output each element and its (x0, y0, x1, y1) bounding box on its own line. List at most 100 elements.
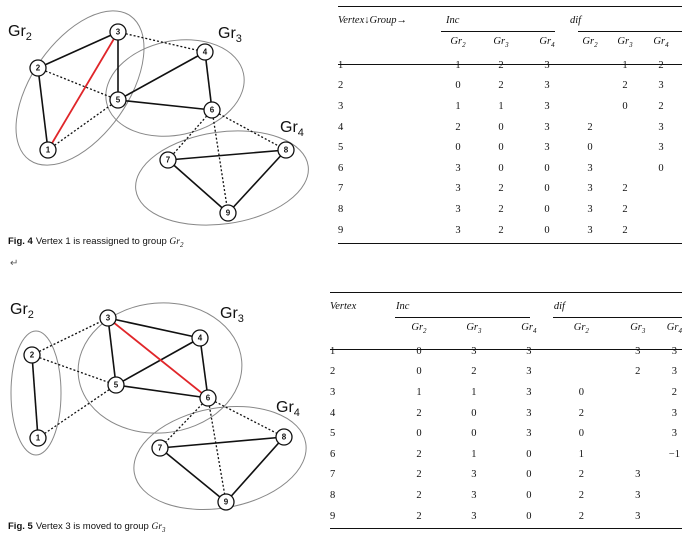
value-cell: 2 (658, 100, 664, 112)
node-8: 8 (275, 428, 293, 446)
value-cell (570, 55, 610, 76)
value-cell: 3 (471, 489, 477, 501)
value-cell: 0 (416, 366, 422, 378)
sub-header-cell: Gr2 (582, 36, 598, 50)
value-cell: 1 (578, 448, 584, 460)
table-2-inc-rule (395, 317, 530, 318)
svg-text:8: 8 (282, 433, 287, 442)
value-cell: 0 (544, 224, 550, 236)
value-cell: 3 (471, 469, 477, 481)
value-cell: 1 (622, 59, 628, 71)
table-row: 6 2 1 0 1 −1 (330, 444, 682, 465)
value-cell: 3 (471, 510, 477, 522)
node-2: 2 (29, 59, 47, 77)
figure-4-caption: Fig. 4 Vertex 1 is reassigned to group Gr… (8, 236, 183, 249)
value-cell: 3 (455, 183, 461, 195)
node-6: 6 (199, 389, 217, 407)
value-cell: 0 (455, 142, 461, 154)
value-cell: 2 (622, 80, 628, 92)
value-cell (640, 179, 682, 200)
vertex-cell: 4 (338, 121, 344, 133)
value-cell: 3 (526, 366, 532, 378)
value-cell (554, 341, 609, 362)
figure-5-graph: Gr2 Gr3 Gr4 1 2 3 4 5 6 7 8 9 (10, 301, 307, 511)
vertex-cell: 2 (338, 80, 344, 92)
value-cell (554, 362, 609, 383)
table-row: 1 1 2 3 1 2 (338, 55, 682, 76)
node-3: 3 (109, 23, 127, 41)
node-7: 7 (159, 151, 177, 169)
caption-text: Vertex 1 is reassigned to group (35, 236, 170, 247)
value-cell: 3 (635, 489, 641, 501)
value-cell: 2 (587, 121, 593, 133)
value-cell (570, 76, 610, 97)
node-6: 6 (203, 101, 221, 119)
caption-label: Fig. 5 (8, 521, 33, 532)
group-label-gr4: Gr4 (280, 119, 304, 139)
value-cell: 0 (622, 100, 628, 112)
value-cell: 2 (498, 183, 504, 195)
value-cell: 2 (416, 448, 422, 460)
value-cell: 2 (416, 489, 422, 501)
vertex-cell: 8 (330, 489, 336, 501)
value-cell: 3 (587, 224, 593, 236)
value-cell (610, 158, 640, 179)
vertex-cell: 7 (338, 183, 344, 195)
value-cell (667, 506, 682, 527)
value-cell: 3 (658, 142, 664, 154)
value-cell: 2 (578, 489, 584, 501)
svg-text:3: 3 (116, 28, 121, 37)
vertex-cell: 3 (330, 386, 336, 398)
value-cell: 3 (544, 59, 550, 71)
value-cell: 3 (658, 121, 664, 133)
value-cell: 2 (498, 80, 504, 92)
dif-header: dif (553, 300, 565, 312)
value-cell: 2 (671, 386, 678, 398)
node-9: 9 (217, 493, 235, 511)
table-row: 2 0 2 3 2 3 (330, 362, 682, 383)
value-cell: 3 (526, 345, 532, 357)
vertex-cell: 6 (338, 162, 344, 174)
svg-text:7: 7 (166, 156, 171, 165)
value-cell: 0 (498, 121, 504, 133)
value-cell: 0 (526, 469, 532, 481)
value-cell: 2 (498, 59, 504, 71)
value-cell: 1 (471, 448, 477, 460)
value-cell: 2 (471, 366, 477, 378)
node-4: 4 (191, 329, 209, 347)
sub-header-cell: Gr3 (630, 322, 646, 336)
value-cell: 0 (416, 345, 422, 357)
value-cell: 2 (578, 510, 584, 522)
vertex-cell: 3 (338, 100, 344, 112)
value-cell: −1 (668, 448, 680, 460)
inc-header: Inc (446, 14, 460, 26)
value-cell (610, 117, 640, 138)
table-2-dif-rule (553, 317, 682, 318)
node-7: 7 (151, 439, 169, 457)
vertex-cell: 1 (330, 345, 336, 357)
return-symbol: ↵ (10, 258, 19, 269)
value-cell: 0 (544, 183, 550, 195)
group-ellipse-gr3 (77, 302, 243, 434)
value-cell: 2 (498, 224, 504, 236)
value-cell: 2 (498, 203, 504, 215)
value-cell: 1 (498, 100, 504, 112)
value-cell: 3 (671, 345, 678, 357)
vertex-cell: 4 (330, 407, 336, 419)
value-cell: 3 (526, 407, 532, 419)
group-label-gr3: Gr3 (218, 25, 242, 45)
value-cell: 1 (455, 59, 461, 71)
table-1-top-rule (338, 6, 682, 7)
table-1: Vertex↓Group→ Inc dif Gr2 Gr3 Gr4 Gr2 Gr3 Gr4… (338, 9, 682, 240)
value-cell: 3 (544, 121, 550, 133)
figure-5-caption: Fig. 5 Vertex 3 is moved to group Gr3 (8, 521, 166, 534)
svg-text:2: 2 (30, 351, 35, 360)
table-row: 9 2 3 0 2 3 (330, 506, 682, 527)
value-cell: 2 (416, 469, 422, 481)
svg-text:7: 7 (158, 444, 163, 453)
table-row: 7 3 2 0 3 2 (338, 179, 682, 200)
caption-text: Vertex 3 is moved to group (35, 521, 152, 532)
value-cell: 3 (471, 345, 477, 357)
node-1: 1 (39, 141, 57, 159)
vertex-cell: 1 (338, 59, 344, 71)
